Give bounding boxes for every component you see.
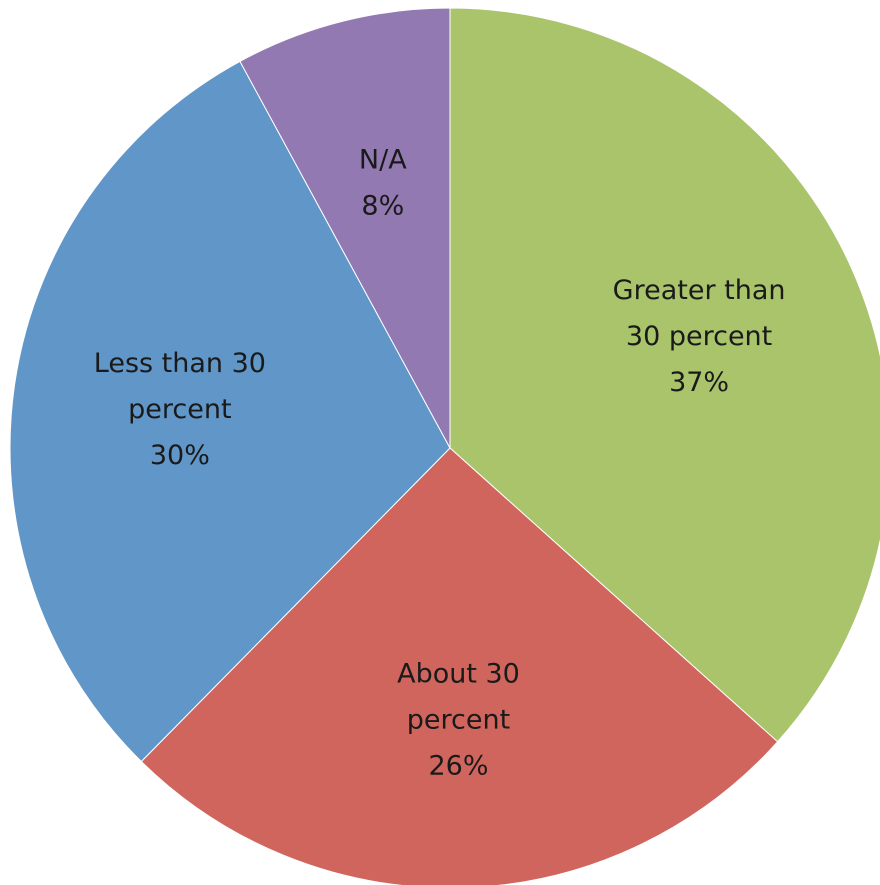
pie-slice-n-a: [239, 7, 451, 449]
pie-label-line: Less than 30: [94, 347, 266, 378]
pie-label-greater-than-30-percent: Greater than 30 percent 37%: [613, 274, 786, 397]
pie-slice-greater-than-30-percent: [449, 7, 880, 743]
pie-label-percent: 37%: [669, 366, 729, 397]
pie-label-less-than-30-percent: Less than 30 percent 30%: [94, 347, 266, 470]
pie-slice-about-30-percent: [140, 447, 779, 885]
pie-label-line: Greater than: [613, 274, 786, 305]
pie-slice-less-than-30-percent: [9, 60, 451, 763]
pie-label-percent: 30%: [150, 439, 210, 470]
pie-label-about-30-percent: About 30 percent 26%: [397, 658, 520, 781]
pie-slices: [9, 7, 880, 885]
pie-label-line: percent: [128, 393, 231, 424]
pie-label-line: 30 percent: [626, 320, 772, 351]
pie-label-line: N/A: [359, 144, 407, 175]
pie-label-percent: 8%: [361, 190, 404, 221]
pie-label-n-a: N/A 8%: [359, 144, 407, 221]
pie-label-line: About 30: [397, 658, 520, 689]
pie-labels: Greater than 30 percent 37% About 30 percent…: [94, 144, 786, 781]
pie-label-line: percent: [407, 704, 510, 735]
pie-label-percent: 26%: [428, 750, 488, 781]
